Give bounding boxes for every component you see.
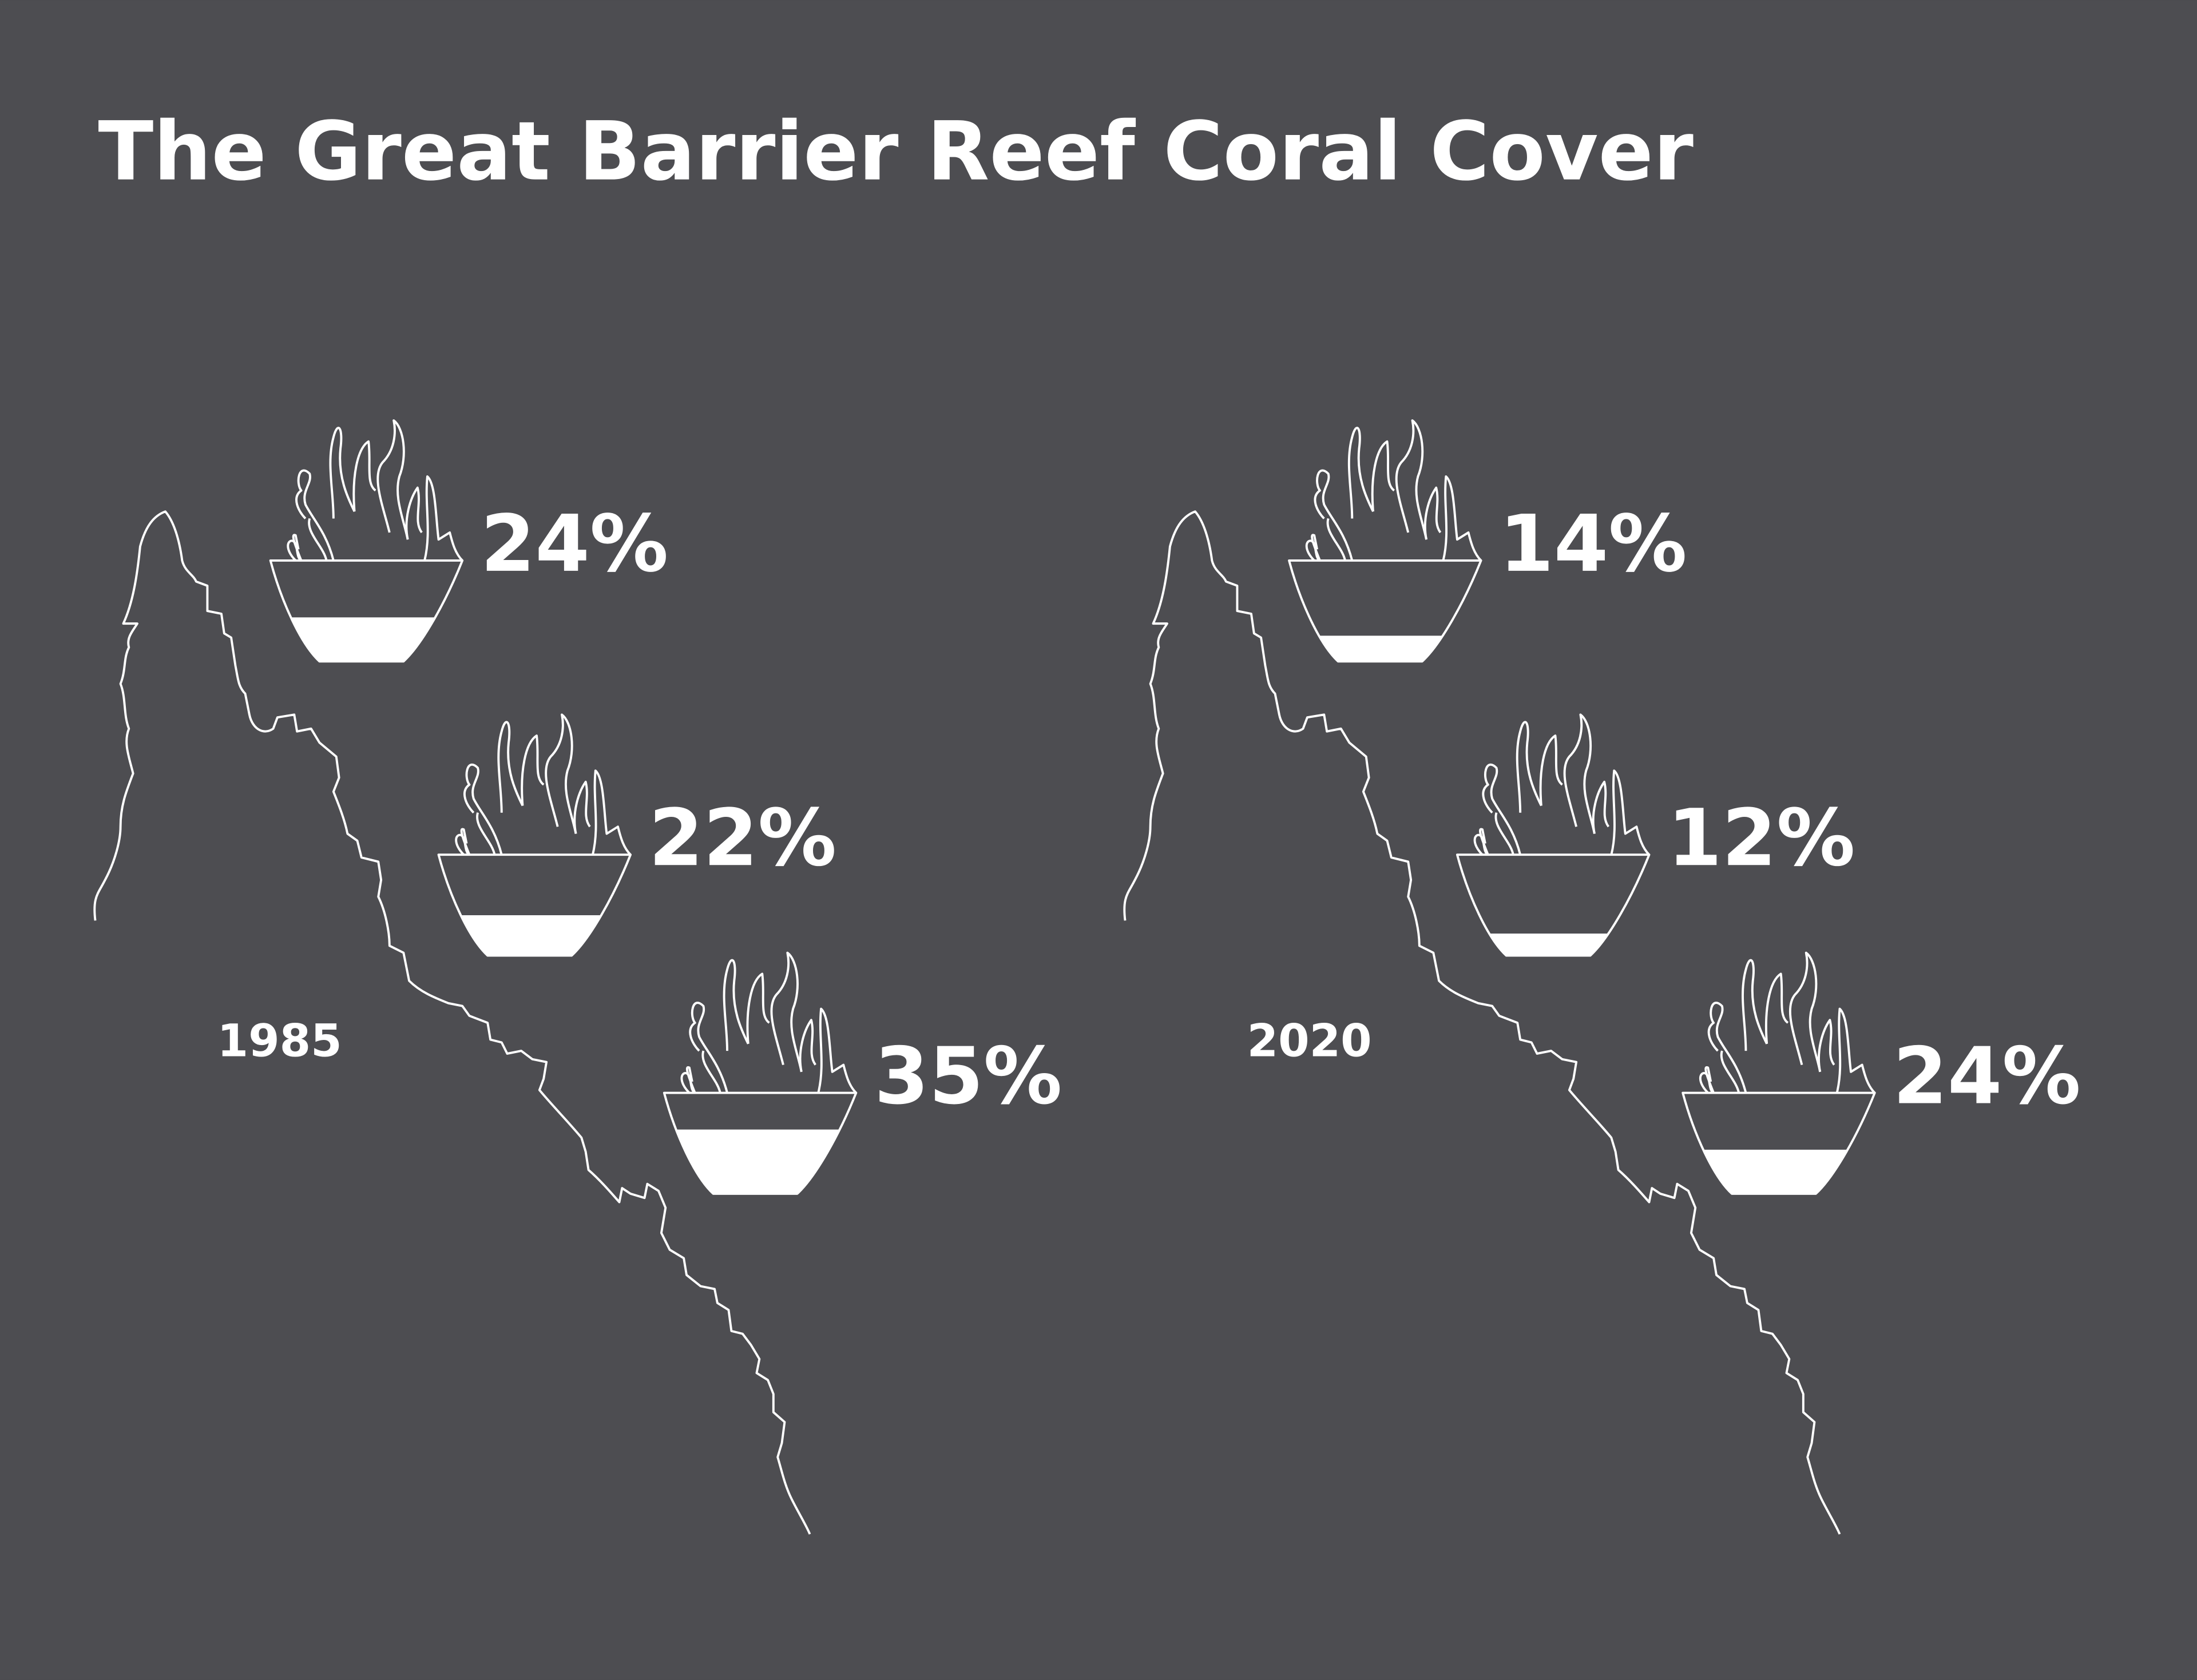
coral-branch: [287, 534, 303, 562]
coral-branch: [1742, 959, 1768, 1051]
coral-branch: [405, 486, 423, 540]
coral-branch: [545, 713, 577, 834]
coral-branch: [1371, 440, 1395, 512]
coral-branch: [592, 769, 632, 856]
coral-branch: [1442, 475, 1482, 562]
coral-branch: [1539, 734, 1563, 806]
title: The Great Barrier Reef Coral Cover: [98, 105, 1693, 199]
coral-branch: [799, 1019, 816, 1073]
coral-branch: [1423, 486, 1442, 540]
coral-branch: [1788, 951, 1822, 1073]
value-label: 35%: [874, 1031, 1062, 1122]
coral-branch: [1699, 1066, 1715, 1094]
coral-branch: [295, 469, 335, 561]
value-label: 24%: [1893, 1031, 2081, 1122]
bowl-outline: [663, 1091, 858, 1195]
coral-branch: [1326, 518, 1346, 561]
coral-branch: [1494, 812, 1514, 855]
coral-branch: [573, 780, 591, 834]
coral-branch: [746, 972, 770, 1044]
coral-branch: [423, 475, 463, 562]
coral-branch: [1764, 972, 1789, 1044]
coral-branch: [329, 427, 356, 519]
coral-branch: [1314, 469, 1354, 561]
coral-branch: [1305, 534, 1321, 562]
coral-branch: [1482, 763, 1522, 855]
coral-branch: [1473, 828, 1489, 856]
value-label: 14%: [1499, 499, 1687, 590]
bowl-outline: [1288, 559, 1482, 663]
coral-icon: [1682, 951, 1876, 1195]
bowl-outline: [1682, 1091, 1876, 1195]
coral-branch: [1592, 780, 1610, 834]
bowl-outline: [269, 559, 464, 663]
value-label: 22%: [649, 793, 836, 884]
coral-branch: [497, 721, 524, 813]
year-label: 1985: [217, 1015, 342, 1067]
coral-branch: [1835, 1007, 1876, 1094]
coral-branch: [701, 1050, 721, 1094]
coral-branch: [1720, 1050, 1740, 1094]
coral-branch: [476, 812, 496, 855]
coral-branch: [1707, 1002, 1747, 1094]
coral-branch: [770, 951, 803, 1073]
bowl-outline: [437, 853, 632, 957]
value-label: 24%: [481, 499, 668, 590]
coral-branch: [352, 440, 376, 512]
coral-branch: [1563, 713, 1596, 834]
year-label: 2020: [1247, 1015, 1372, 1067]
coral-branch: [376, 419, 409, 540]
coral-branch: [1818, 1019, 1835, 1073]
coral-branch: [680, 1066, 696, 1094]
coral-branch: [1610, 769, 1650, 856]
coral-branch: [1347, 427, 1374, 519]
coral-branch: [1395, 419, 1427, 540]
value-label: 12%: [1667, 793, 1855, 884]
coral-branch: [308, 518, 328, 561]
coral-branch: [723, 959, 749, 1051]
coral-branch: [455, 828, 471, 856]
coral-branch: [689, 1002, 728, 1094]
coral-branch: [817, 1007, 857, 1094]
coral-branch: [521, 734, 545, 806]
coral-branch: [463, 763, 503, 855]
coral-branch: [1516, 721, 1542, 813]
bowl-outline: [1456, 853, 1651, 957]
